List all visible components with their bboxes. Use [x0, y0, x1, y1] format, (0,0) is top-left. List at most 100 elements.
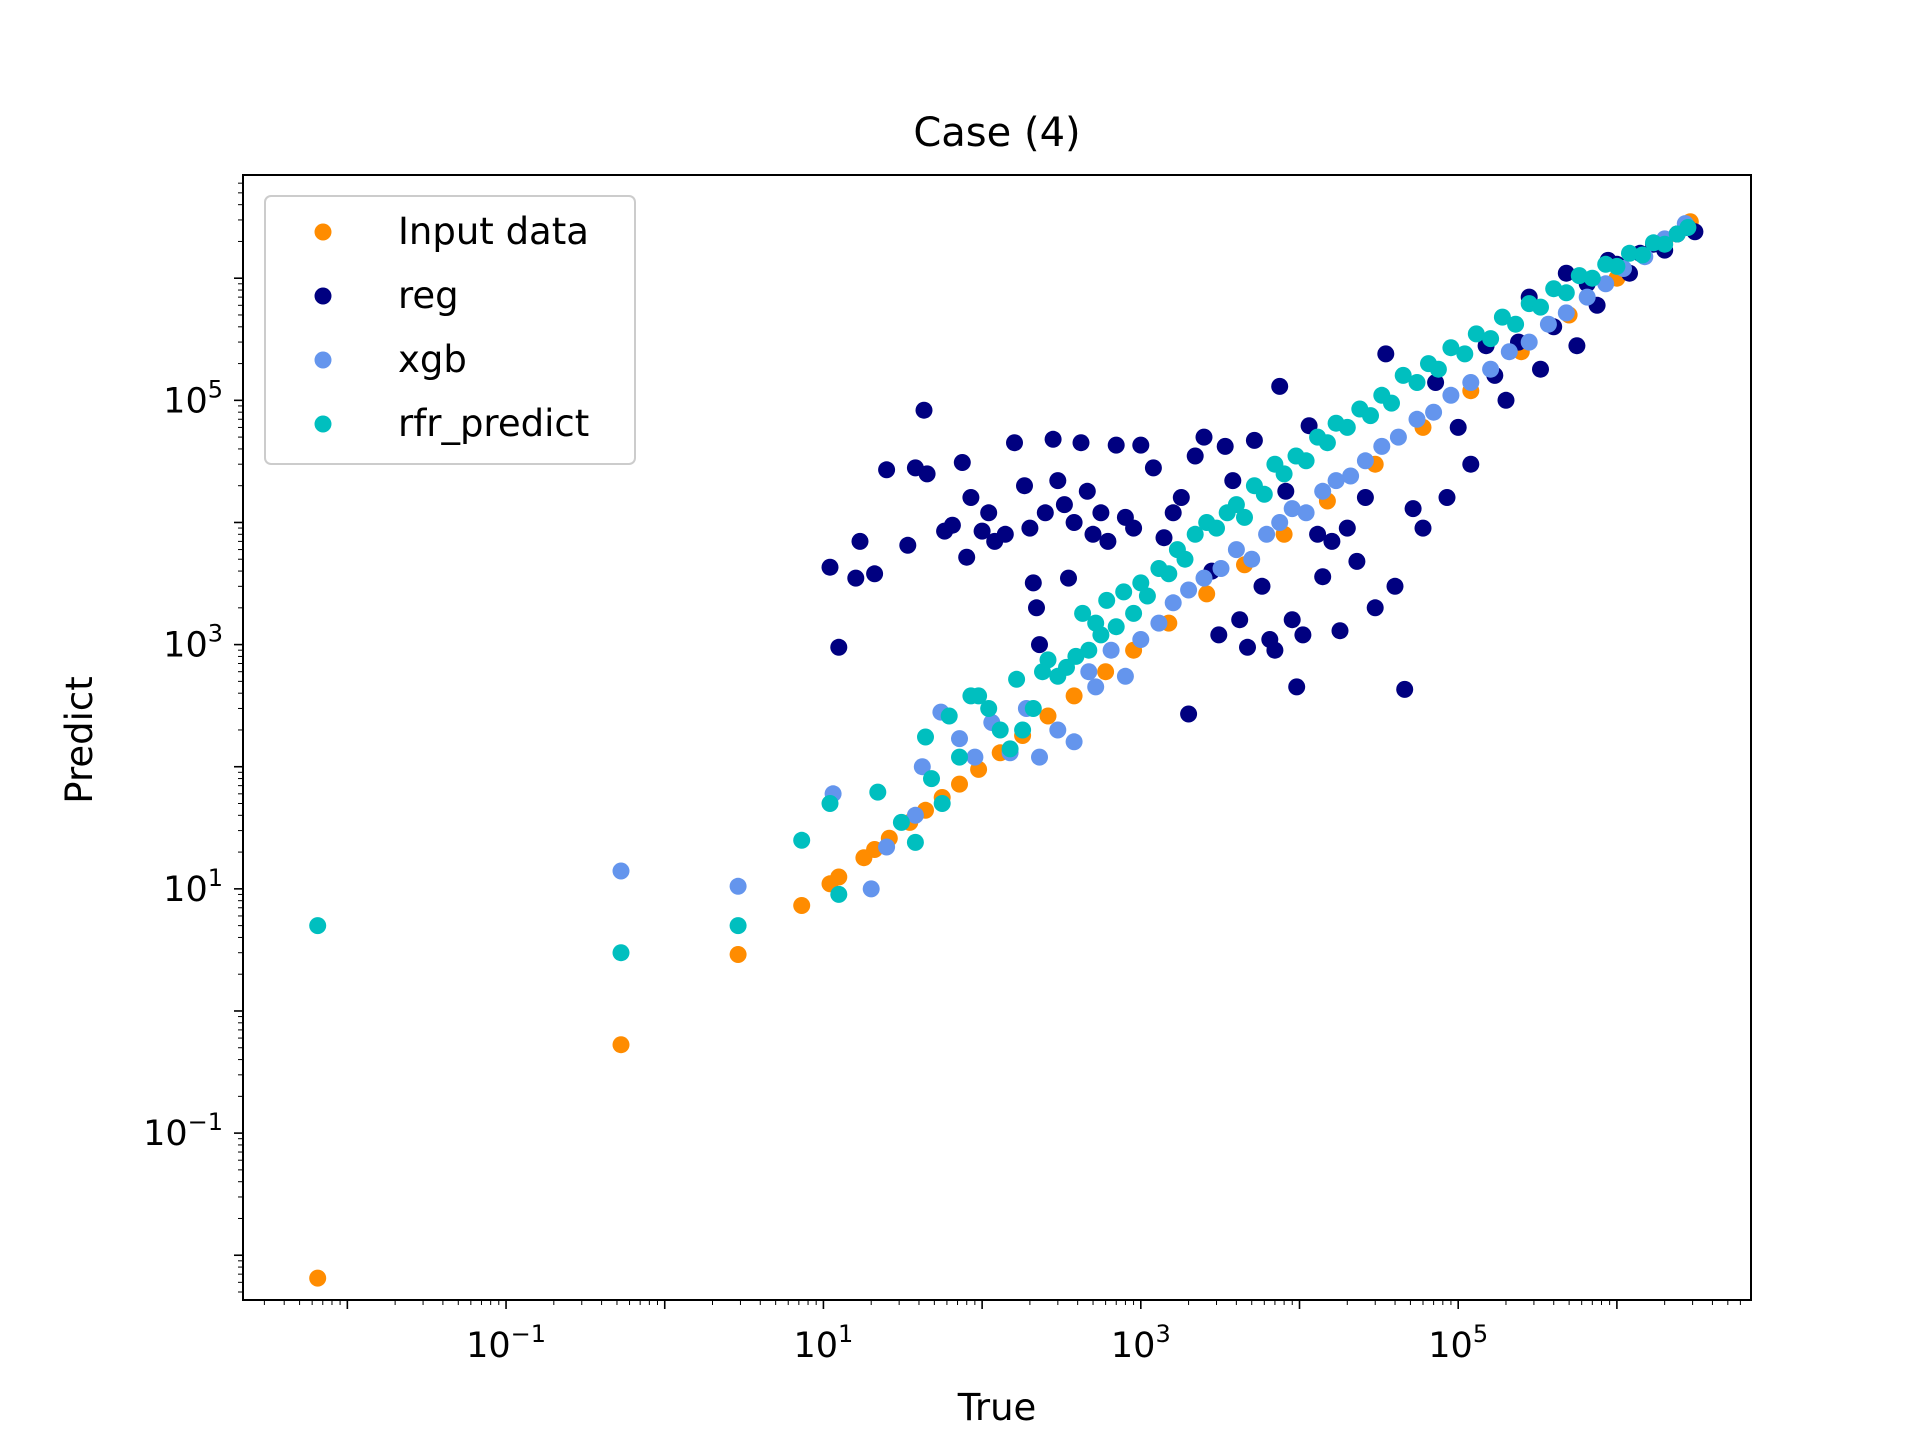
data-point: [612, 1036, 630, 1054]
data-point: [1255, 485, 1273, 503]
data-point: [1231, 611, 1249, 629]
data-point: [1323, 532, 1341, 550]
data-point: [1438, 489, 1456, 506]
data-point: [1408, 374, 1426, 391]
data-point: [1342, 467, 1360, 485]
data-point: [906, 806, 924, 824]
data-point: [980, 700, 998, 717]
data-point: [729, 917, 747, 935]
legend-label: Input data: [398, 210, 589, 253]
data-point: [1144, 459, 1162, 477]
data-point: [1557, 284, 1575, 302]
data-point: [906, 833, 924, 851]
data-point: [793, 897, 811, 914]
data-point: [1386, 577, 1404, 595]
data-point: [1425, 403, 1443, 421]
data-point: [1107, 436, 1125, 454]
data-point: [1150, 614, 1168, 632]
data-point: [1116, 667, 1134, 685]
data-point: [980, 504, 998, 522]
data-point: [958, 548, 976, 566]
data-point: [1044, 430, 1062, 448]
data-point: [1099, 532, 1117, 550]
x-tick-label: 105: [1428, 1320, 1488, 1366]
data-point: [866, 565, 884, 583]
data-point: [1568, 337, 1586, 355]
data-point: [991, 721, 1009, 739]
data-point: [1208, 519, 1225, 537]
data-point: [1377, 345, 1395, 363]
data-point: [923, 770, 940, 788]
data-point: [1055, 496, 1073, 514]
data-point: [1283, 500, 1301, 518]
data-point: [1314, 482, 1332, 500]
data-point: [1031, 748, 1048, 766]
data-point: [1275, 465, 1293, 483]
data-point: [1253, 577, 1271, 595]
data-point: [1160, 565, 1178, 583]
data-point: [1098, 591, 1116, 609]
data-point: [1578, 288, 1596, 306]
data-point: [996, 525, 1014, 543]
data-point: [1497, 391, 1515, 409]
data-point: [1309, 525, 1327, 543]
data-point: [1198, 585, 1216, 603]
data-point: [951, 748, 968, 766]
data-point: [793, 831, 811, 849]
data-point: [1138, 587, 1156, 605]
data-point: [1656, 235, 1674, 253]
y-tick-label: 101: [163, 864, 223, 910]
data-point: [1507, 315, 1525, 333]
data-point: [1414, 519, 1432, 537]
data-point: [1016, 477, 1033, 495]
data-point: [1065, 514, 1083, 531]
data-point: [878, 838, 896, 856]
data-point: [915, 401, 933, 419]
data-point: [1462, 455, 1480, 473]
legend-marker: [314, 351, 332, 369]
data-point: [1060, 569, 1077, 587]
data-point: [309, 917, 327, 935]
data-point: [862, 880, 880, 898]
data-point: [1449, 418, 1467, 436]
y-tick-label: 103: [163, 620, 223, 666]
data-point: [1132, 574, 1150, 592]
data-point: [1172, 489, 1190, 506]
y-tick-label: 105: [163, 375, 223, 421]
data-point: [1024, 574, 1042, 592]
data-point: [1236, 508, 1253, 526]
legend-marker: [314, 415, 332, 433]
data-point: [1078, 482, 1096, 500]
data-point: [1180, 705, 1198, 723]
data-point: [1014, 721, 1032, 739]
data-point: [953, 454, 971, 471]
data-point: [1084, 525, 1102, 543]
data-point: [1570, 267, 1588, 285]
data-point: [1210, 626, 1228, 644]
data-point: [729, 877, 747, 895]
data-point: [878, 461, 896, 479]
legend: Input data reg xgb rfr_predict: [264, 195, 636, 465]
data-point: [1031, 636, 1048, 654]
data-point: [1383, 394, 1400, 412]
data-point: [1482, 360, 1500, 378]
chart-title: Case (4): [913, 110, 1080, 156]
data-point: [1266, 641, 1284, 659]
data-point: [1482, 330, 1500, 348]
data-point: [1520, 333, 1538, 351]
data-point: [1356, 452, 1374, 470]
data-point: [951, 775, 968, 793]
data-point: [951, 730, 968, 748]
data-point: [1356, 489, 1374, 506]
ticks-layer: 10−1 101 103 105 10−1 101 103 105: [143, 182, 1741, 1366]
y-tick-label: 10−1: [143, 1108, 223, 1154]
data-point: [962, 489, 980, 506]
data-point: [1080, 663, 1098, 681]
data-point: [1467, 325, 1485, 343]
data-point: [1102, 641, 1120, 659]
legend-frame: [264, 195, 636, 465]
data-point: [1500, 343, 1518, 361]
data-point: [1024, 700, 1042, 717]
data-point: [847, 569, 865, 587]
data-point: [1373, 437, 1391, 455]
